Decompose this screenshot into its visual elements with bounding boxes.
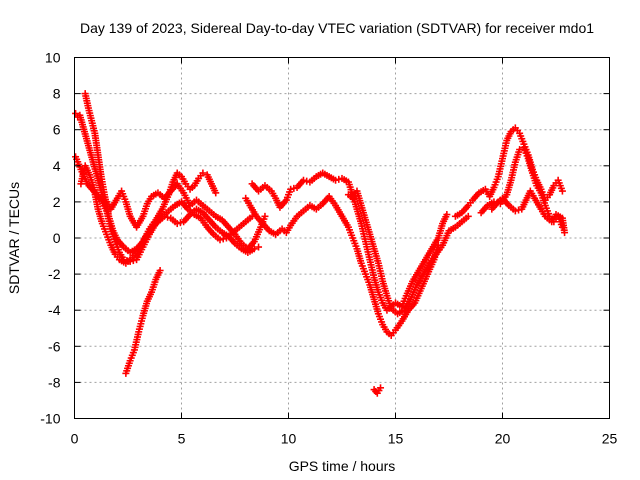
series-track-f bbox=[242, 192, 442, 339]
data-point bbox=[377, 384, 385, 392]
data-point bbox=[160, 212, 168, 220]
series-track-j bbox=[451, 124, 566, 220]
data-point bbox=[261, 212, 269, 220]
axis-ticks bbox=[74, 57, 610, 419]
y-tick-label: 10 bbox=[45, 50, 61, 66]
y-tick-label: -6 bbox=[48, 338, 61, 354]
series-track-c bbox=[77, 162, 263, 267]
gridlines bbox=[74, 57, 610, 419]
y-tick-label: -4 bbox=[48, 302, 61, 318]
x-axis-label: GPS time / hours bbox=[289, 458, 396, 474]
x-tick-label: 10 bbox=[281, 431, 297, 447]
y-tick-label: -2 bbox=[48, 266, 61, 282]
data-point bbox=[561, 229, 569, 237]
data-point bbox=[199, 169, 207, 177]
data-point bbox=[303, 177, 311, 185]
data-point bbox=[290, 184, 298, 192]
y-tick-labels: -10 -8 -6 -4 -2 0 2 4 6 8 10 bbox=[40, 50, 60, 427]
x-tick-label: 20 bbox=[495, 431, 511, 447]
data-point bbox=[287, 185, 295, 193]
data-point bbox=[212, 189, 220, 197]
series-track-e bbox=[122, 266, 164, 377]
data-point bbox=[72, 109, 80, 117]
data-point bbox=[176, 219, 184, 227]
series-track-i bbox=[370, 384, 385, 397]
data-point bbox=[511, 207, 519, 215]
series-track-l bbox=[488, 187, 569, 237]
data-point bbox=[219, 235, 227, 243]
x-tick-label: 5 bbox=[178, 431, 186, 447]
data-point bbox=[255, 243, 263, 251]
x-tick-labels: 0 5 10 15 20 25 bbox=[71, 431, 618, 447]
y-tick-label: -10 bbox=[40, 411, 60, 427]
chart-title: Day 139 of 2023, Sidereal Day-to-day VTE… bbox=[80, 20, 594, 36]
data-point bbox=[332, 176, 340, 184]
data-point bbox=[515, 206, 523, 214]
data-point bbox=[558, 187, 566, 195]
series-track-h bbox=[344, 187, 472, 318]
y-tick-label: 8 bbox=[53, 86, 61, 102]
y-tick-label: 0 bbox=[53, 230, 61, 246]
y-axis-label: SDTVAR / TECUs bbox=[6, 182, 22, 294]
x-tick-label: 0 bbox=[71, 431, 79, 447]
series-track-g bbox=[248, 169, 451, 314]
y-tick-label: -8 bbox=[48, 374, 61, 390]
data-point bbox=[164, 213, 172, 221]
data-point bbox=[173, 220, 181, 228]
data-point bbox=[216, 236, 224, 244]
data-point bbox=[299, 176, 307, 184]
data-point bbox=[250, 245, 258, 253]
data-point bbox=[516, 146, 524, 154]
data-points bbox=[72, 90, 569, 397]
series-track-d bbox=[72, 109, 269, 253]
y-tick-label: 2 bbox=[53, 194, 61, 210]
y-tick-label: 6 bbox=[53, 122, 61, 138]
x-tick-label: 25 bbox=[602, 431, 618, 447]
y-tick-label: 4 bbox=[53, 158, 61, 174]
x-tick-label: 15 bbox=[388, 431, 404, 447]
data-point bbox=[443, 211, 451, 219]
data-point bbox=[156, 266, 164, 274]
data-point bbox=[464, 212, 472, 220]
